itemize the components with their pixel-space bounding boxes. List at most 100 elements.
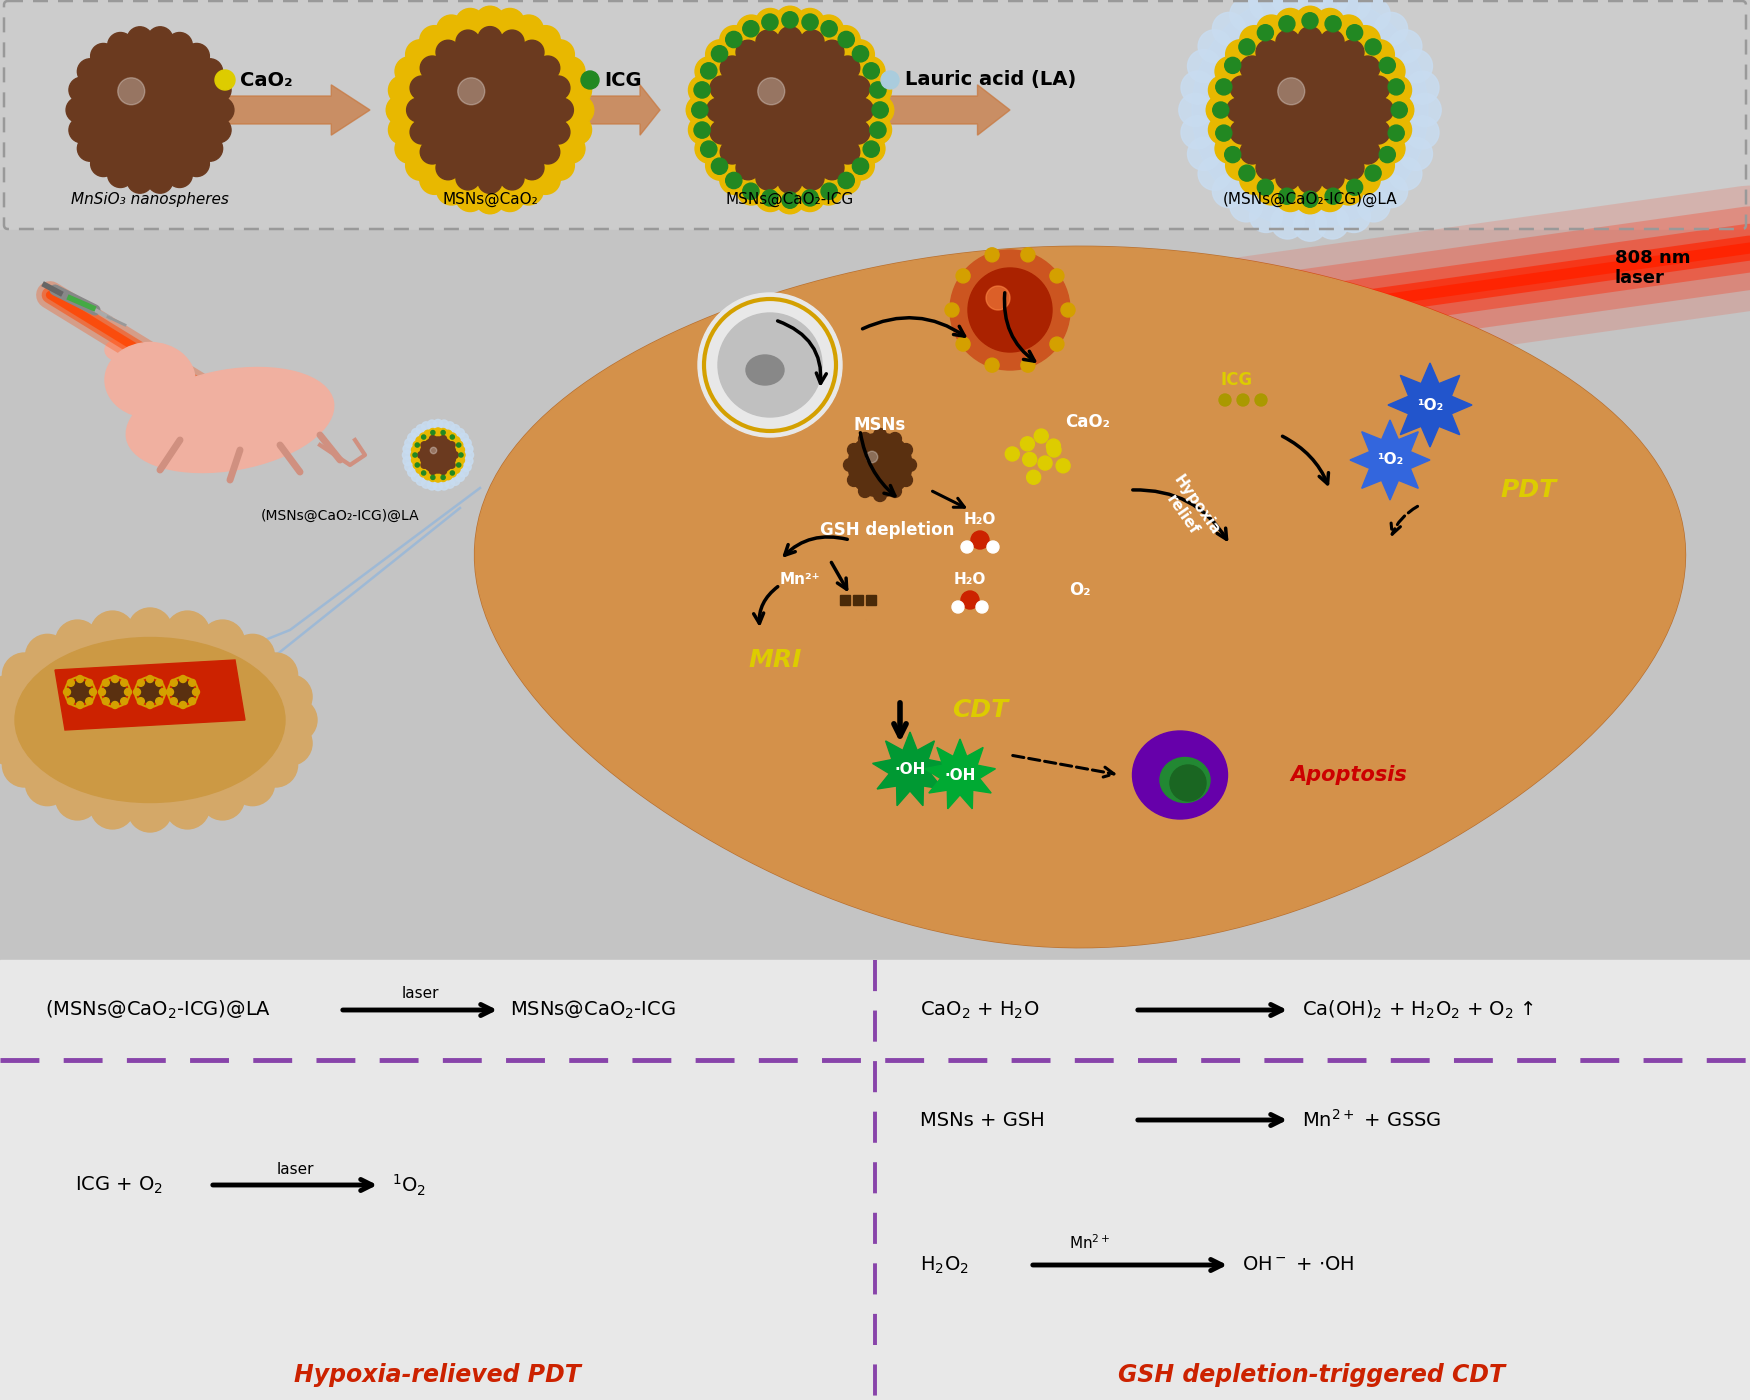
Ellipse shape [126, 367, 334, 473]
Ellipse shape [105, 339, 135, 361]
Circle shape [1400, 49, 1433, 83]
Circle shape [1020, 248, 1034, 262]
Circle shape [1278, 78, 1306, 105]
Circle shape [452, 452, 458, 458]
Circle shape [136, 679, 144, 686]
Circle shape [452, 424, 460, 434]
Circle shape [457, 456, 464, 463]
Circle shape [189, 679, 196, 686]
Circle shape [1216, 125, 1232, 141]
Circle shape [166, 32, 192, 57]
Circle shape [802, 14, 819, 31]
Circle shape [544, 151, 574, 181]
Circle shape [1180, 94, 1211, 126]
Circle shape [147, 701, 154, 708]
Circle shape [1239, 165, 1269, 195]
Text: Ca(OH)$_2$ + H$_2$O$_2$ + O$_2$ ↑: Ca(OH)$_2$ + H$_2$O$_2$ + O$_2$ ↑ [1302, 998, 1533, 1021]
Circle shape [1216, 78, 1232, 95]
Ellipse shape [1160, 757, 1209, 802]
Circle shape [1241, 56, 1264, 80]
Circle shape [1256, 15, 1286, 45]
Circle shape [422, 462, 427, 468]
Circle shape [845, 39, 875, 69]
Circle shape [1230, 76, 1255, 99]
Circle shape [1351, 25, 1381, 55]
Circle shape [1388, 78, 1404, 95]
Circle shape [1250, 0, 1283, 21]
Circle shape [1295, 6, 1325, 35]
Text: MSNs + GSH: MSNs + GSH [920, 1110, 1045, 1130]
Circle shape [1256, 179, 1274, 196]
Text: Lauric acid (LA): Lauric acid (LA) [905, 70, 1076, 90]
Circle shape [434, 482, 443, 490]
Circle shape [124, 689, 131, 696]
Circle shape [136, 697, 144, 704]
Circle shape [406, 39, 436, 69]
Circle shape [133, 689, 140, 696]
Circle shape [441, 476, 444, 479]
Text: MSNs@CaO₂: MSNs@CaO₂ [443, 192, 537, 207]
Circle shape [1209, 115, 1237, 144]
Circle shape [458, 454, 464, 456]
Circle shape [1038, 456, 1052, 470]
Circle shape [688, 115, 717, 144]
Circle shape [889, 484, 901, 497]
Circle shape [852, 158, 868, 175]
Circle shape [460, 433, 469, 442]
Circle shape [1367, 76, 1390, 99]
Circle shape [215, 70, 235, 90]
Circle shape [457, 451, 466, 459]
Circle shape [1237, 393, 1250, 406]
Circle shape [416, 466, 424, 473]
Circle shape [691, 102, 709, 118]
Circle shape [1256, 41, 1279, 64]
Circle shape [128, 168, 152, 193]
Text: laser: laser [276, 1162, 313, 1176]
Circle shape [156, 679, 163, 686]
Ellipse shape [16, 637, 285, 802]
Circle shape [900, 444, 912, 456]
Circle shape [0, 699, 26, 742]
Circle shape [406, 98, 430, 122]
Circle shape [775, 185, 805, 214]
Circle shape [737, 15, 766, 45]
Text: MnSiO₃ nanospheres: MnSiO₃ nanospheres [72, 192, 229, 207]
Circle shape [716, 35, 864, 185]
Circle shape [1171, 764, 1206, 801]
Circle shape [761, 14, 779, 31]
Circle shape [457, 463, 460, 468]
Circle shape [775, 6, 805, 35]
Circle shape [452, 466, 460, 473]
Circle shape [550, 98, 574, 122]
Circle shape [180, 701, 187, 708]
Circle shape [562, 115, 592, 144]
Circle shape [420, 437, 457, 473]
Circle shape [91, 151, 116, 176]
Circle shape [794, 8, 824, 38]
Circle shape [455, 461, 462, 469]
Circle shape [900, 473, 912, 486]
Circle shape [430, 476, 436, 479]
Circle shape [455, 428, 464, 437]
Circle shape [1374, 175, 1407, 207]
Circle shape [422, 435, 425, 440]
Circle shape [418, 452, 424, 458]
Circle shape [438, 15, 466, 45]
Circle shape [159, 689, 166, 696]
Circle shape [782, 192, 798, 209]
Circle shape [737, 41, 760, 64]
Circle shape [166, 610, 210, 655]
Circle shape [719, 165, 749, 195]
Circle shape [956, 337, 970, 351]
Circle shape [500, 29, 523, 55]
Circle shape [821, 183, 836, 199]
Circle shape [985, 358, 999, 372]
Circle shape [75, 35, 226, 185]
Circle shape [448, 442, 455, 448]
Circle shape [1316, 0, 1349, 14]
Text: GSH depletion: GSH depletion [821, 521, 954, 539]
Circle shape [411, 456, 420, 463]
Circle shape [441, 431, 444, 434]
Circle shape [1239, 25, 1269, 55]
Circle shape [231, 762, 275, 805]
